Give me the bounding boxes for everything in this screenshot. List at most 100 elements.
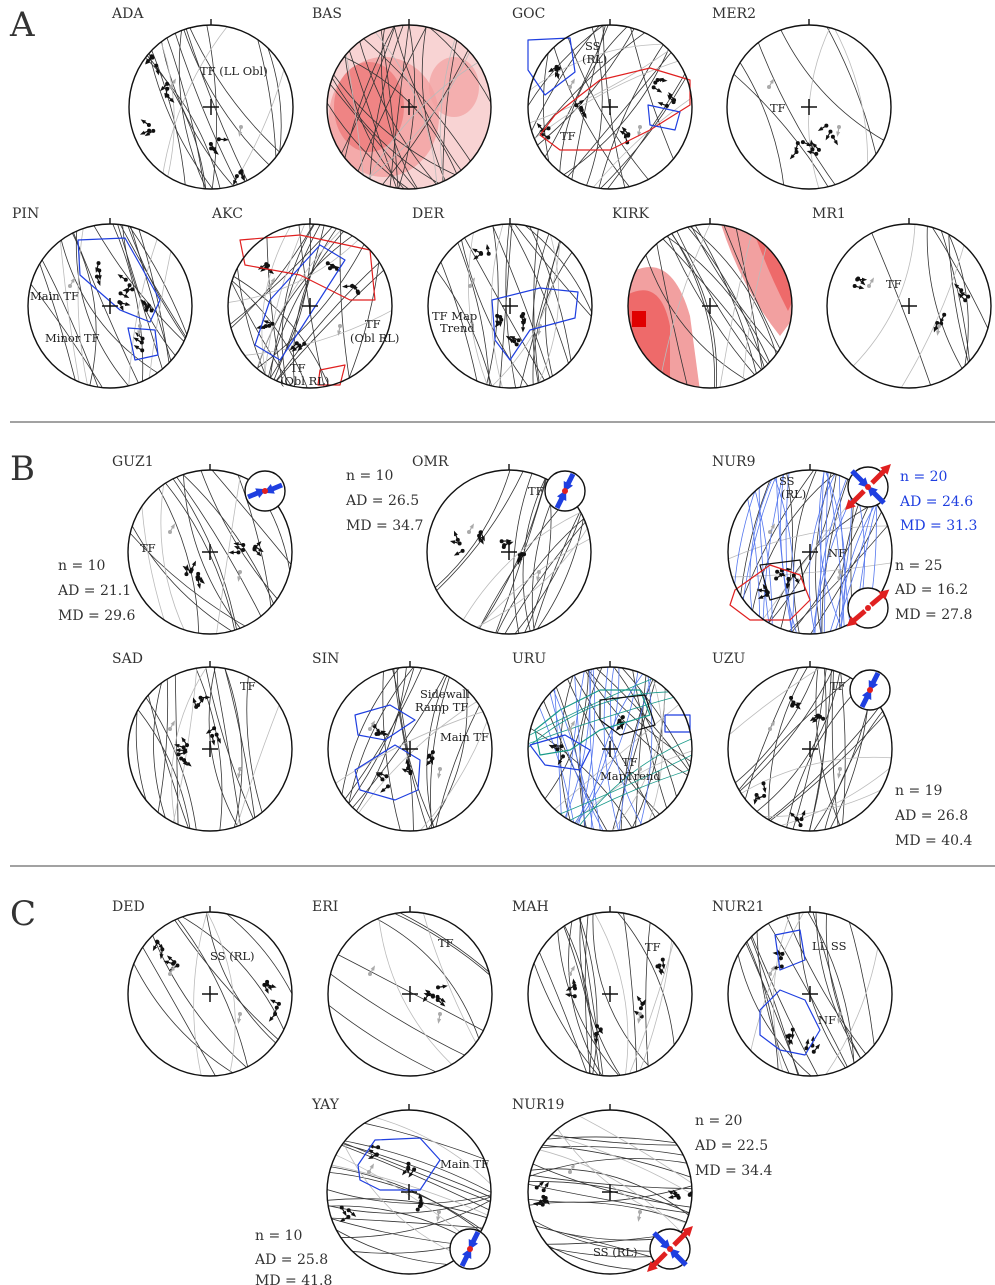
great-circles [468, 224, 561, 388]
arrow-head [506, 538, 512, 544]
arrow-head [124, 302, 131, 306]
arrow-head [509, 336, 516, 341]
great-circle-trace [128, 513, 245, 634]
great-circle-trace [392, 667, 430, 831]
great-circle-trace [577, 912, 605, 1076]
great-circle-trace [532, 224, 560, 388]
great-circle-trace [75, 226, 133, 388]
arrow-head [757, 594, 764, 599]
stress-center-dot [865, 605, 871, 611]
great-circle-trace [815, 929, 882, 1076]
fault-label: TF [140, 541, 156, 555]
slip-vectors [94, 261, 154, 353]
arrow-head [137, 330, 142, 336]
great-circle-trace [110, 224, 192, 355]
great-circle-trace [528, 941, 614, 1076]
slip-vectors [174, 695, 221, 767]
great-circle-trace [734, 938, 824, 1076]
fault-label: TF Map [432, 309, 477, 323]
stat-line: AD = 22.5 [694, 1138, 768, 1154]
great-circle-trace [653, 229, 691, 388]
great-circle-trace [355, 1112, 491, 1199]
stat-line: MD = 27.8 [895, 607, 972, 623]
great-circle-trace [565, 674, 663, 818]
density-peak [632, 311, 646, 327]
fault-group-outline [527, 37, 576, 96]
great-circle-trace [576, 912, 598, 1076]
arrow-head [453, 530, 458, 537]
great-circle-trace [333, 25, 401, 169]
arrow-head [169, 97, 175, 103]
arrow-head [273, 1011, 278, 1018]
great-circle-trace [230, 684, 288, 831]
stereonet-content [327, 25, 491, 189]
fault-label: Minor TF [45, 331, 100, 345]
arrow-head [380, 787, 386, 793]
great-circle-trace [785, 470, 795, 634]
great-circle-trace [357, 36, 441, 189]
great-circle-trace [780, 470, 803, 634]
stereonet-pin: PIN Main TF Minor TF [12, 206, 193, 389]
arrow-head [424, 989, 431, 995]
great-circle-trace [728, 525, 892, 562]
great-circle-trace [59, 235, 162, 376]
arrow-head [342, 1210, 347, 1217]
great-circle-trace [228, 224, 343, 335]
stat-line-blue: MD = 31.3 [900, 518, 977, 534]
density-contour [720, 224, 792, 336]
fault-label: TF [830, 679, 846, 693]
great-circle-trace [193, 912, 209, 1076]
great-circle-trace [231, 470, 274, 626]
arrow-head [152, 945, 158, 952]
site-name: UZU [712, 651, 746, 667]
great-circle-trace [197, 912, 292, 1027]
fault-label: (Obl RL) [280, 374, 329, 388]
arrow-head [339, 1217, 346, 1222]
slip-vectors [368, 720, 442, 779]
fault-group-outline [354, 744, 421, 801]
arrow-head [213, 149, 219, 155]
arrow-head [477, 536, 482, 543]
slip-vectors [568, 1163, 642, 1222]
great-circle-trace [418, 912, 485, 1058]
fault-group-outline [239, 234, 376, 301]
great-circle-trace [589, 667, 604, 831]
great-circle-trace [825, 912, 868, 1070]
fault-label: TF [886, 277, 902, 291]
site-name: MER2 [712, 6, 756, 22]
great-circle-trace [604, 667, 681, 811]
arrow-head [637, 1018, 642, 1024]
arrow-head [954, 283, 960, 289]
great-circle-trace [768, 667, 812, 828]
stereonet-yay: YAY Main TF n = 10 AD = 25.8 MD = 41.8 [254, 1097, 492, 1285]
density-contour [628, 290, 670, 388]
great-circle-trace [465, 517, 591, 633]
great-circle-trace [620, 670, 658, 831]
great-circle-trace [763, 708, 891, 827]
stereonet-nur21: NUR21 LL SS NF [712, 899, 893, 1077]
fault-label: SS (RL) [593, 1245, 637, 1259]
arrow-head [637, 1216, 642, 1222]
great-circle-trace [327, 1194, 491, 1214]
great-circle-trace [643, 248, 752, 384]
arrow-head [786, 583, 791, 590]
fault-label: TF [240, 679, 256, 693]
arrow-head [140, 119, 147, 124]
fault-label: MapTrend [600, 769, 661, 783]
great-circle-trace [421, 25, 450, 189]
great-circles [327, 25, 491, 189]
great-circle-trace [532, 1143, 692, 1182]
arrow-head [520, 320, 525, 326]
great-circle-trace [363, 46, 473, 182]
stereonet-content [528, 667, 692, 831]
fault-label: TF [560, 129, 576, 143]
arrow-head [408, 1172, 414, 1178]
great-circle-trace [728, 561, 892, 578]
great-circle-trace [737, 470, 822, 611]
stress-arrowhead [878, 589, 890, 600]
fault-label: TF (LL Obl) [200, 64, 268, 78]
stereonet-content [128, 470, 292, 634]
great-circle-trace [343, 41, 414, 189]
great-circle-trace [579, 667, 605, 831]
great-circle-trace [734, 672, 857, 796]
